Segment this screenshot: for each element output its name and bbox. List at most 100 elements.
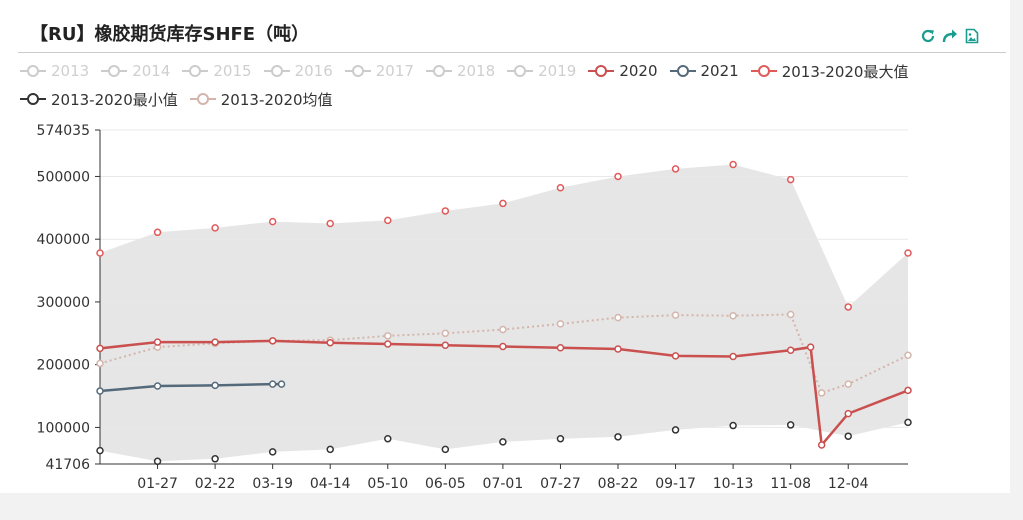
legend-item-2016[interactable]: 2016: [263, 62, 333, 80]
x-tick-label: 06-05: [425, 476, 466, 492]
series-2020-point: [806, 343, 815, 351]
series-min-point: [904, 418, 912, 427]
legend-label: 2013-2020均值: [220, 90, 333, 109]
series-min-point: [499, 438, 507, 446]
x-tick-label: 07-27: [540, 476, 581, 492]
x-tick-label: 07-01: [483, 476, 524, 492]
x-tick-label: 10-13: [713, 476, 754, 492]
series-mean-point: [384, 332, 392, 340]
legend-marker-icon: [507, 65, 534, 77]
legend-marker-icon: [669, 65, 696, 77]
legend-marker-icon: [344, 65, 371, 77]
save-image-icon[interactable]: [964, 28, 980, 44]
series-2020-point: [153, 338, 162, 346]
legend-label: 2020: [619, 62, 658, 80]
series-2021-point: [153, 382, 162, 390]
legend-marker-icon: [101, 65, 128, 77]
series-min-point: [96, 446, 104, 455]
series-min-point: [614, 433, 622, 441]
series-max-point: [96, 249, 104, 257]
legend-row: 2013 2014 2015 2016 2017 2018 2019 2020 2021 2013…: [20, 57, 1005, 85]
legend-label: 2013: [51, 62, 90, 80]
series-2020-point: [499, 342, 507, 351]
series-2020-point: [671, 352, 680, 360]
series-max-point: [556, 183, 565, 192]
series-max-point: [844, 303, 852, 311]
series-mean-point: [556, 320, 565, 328]
series-mean-point: [817, 389, 826, 397]
series-mean-point: [844, 380, 852, 388]
series-2021-point: [277, 380, 286, 388]
series-min-point: [729, 421, 737, 430]
legend-label: 2019: [538, 62, 577, 80]
legend-marker-icon: [20, 93, 46, 105]
series-2020-point: [96, 344, 104, 353]
share-icon[interactable]: [942, 28, 958, 44]
series-max-point: [384, 216, 392, 225]
series-mean-point: [904, 351, 912, 360]
series-max-point: [786, 175, 795, 184]
series-min-point: [786, 421, 795, 429]
series-max-point: [671, 165, 680, 173]
series-2020-point: [384, 340, 392, 348]
x-tick-label: 05-10: [367, 476, 408, 492]
series-2020-point: [844, 409, 852, 418]
legend-label: 2013-2020最小值: [51, 90, 178, 109]
series-max-point: [499, 199, 507, 208]
series-2021-point: [211, 381, 219, 390]
legend-marker-icon: [20, 65, 46, 77]
series-max-point: [904, 249, 912, 257]
legend-item-2021[interactable]: 2021: [669, 62, 739, 80]
legend-item-2018[interactable]: 2018: [425, 62, 496, 80]
series-max-point: [268, 217, 277, 226]
legend-item-2015[interactable]: 2015: [182, 62, 252, 80]
y-tick-label: 100000: [37, 420, 90, 436]
series-2020-point: [326, 338, 334, 347]
legend-item-2020[interactable]: 2020: [588, 62, 658, 80]
x-tick-label: 02-22: [195, 476, 236, 492]
refresh-icon[interactable]: [920, 28, 936, 44]
series-min-point: [211, 455, 219, 463]
x-tick-label: 09-17: [655, 476, 696, 492]
y-tick-label: 500000: [37, 169, 90, 185]
series-max-point: [153, 228, 162, 237]
legend-label: 2013-2020最大值: [781, 62, 909, 81]
series-mean-point: [499, 325, 507, 334]
legend-item-2019[interactable]: 2019: [507, 62, 576, 80]
x-tick-label: 11-08: [770, 476, 811, 492]
series-min-point: [153, 457, 162, 466]
x-tick-label: 12-04: [828, 476, 869, 492]
series-mean-point: [729, 311, 737, 320]
legend-item-2013-2020均值[interactable]: 2013-2020均值: [189, 89, 333, 110]
y-tick-label: 300000: [37, 295, 90, 311]
series-2020-point: [211, 338, 219, 346]
legend-item-2013[interactable]: 2013: [20, 62, 89, 80]
series-2020-point: [268, 337, 277, 345]
legend-row: 2013-2020最小值 2013-2020均值: [20, 85, 1005, 113]
legend-item-2013-2020最大值[interactable]: 2013-2020最大值: [750, 61, 909, 82]
legend-item-2017[interactable]: 2017: [344, 62, 414, 80]
legend-label: 2021: [700, 62, 739, 80]
series-2020-point: [729, 352, 737, 361]
series-max-point: [441, 207, 450, 215]
y-tick-label: 400000: [37, 232, 90, 248]
legend-marker-icon: [425, 65, 452, 77]
series-min-point: [556, 434, 565, 443]
legend-marker-icon: [263, 65, 290, 77]
x-tick-label: 03-19: [252, 476, 293, 492]
series-min-point: [384, 434, 392, 443]
y-tick-label: 41706: [45, 457, 90, 473]
legend-item-2014[interactable]: 2014: [101, 62, 170, 80]
x-tick-label: 01-27: [137, 476, 178, 492]
series-max-point: [211, 224, 219, 232]
chart-title: 【RU】橡胶期货库存SHFE（吨）: [30, 24, 310, 45]
min-max-band: [100, 164, 908, 462]
legend-label: 2018: [456, 62, 496, 80]
legend-item-2013-2020最小值[interactable]: 2013-2020最小值: [20, 89, 178, 110]
series-2020-point: [904, 386, 912, 395]
series-max-point: [326, 219, 334, 228]
series-mean-point: [786, 310, 795, 319]
series-min-point: [326, 445, 334, 454]
legend-marker-icon: [189, 93, 216, 105]
legend-label: 2017: [375, 62, 414, 80]
